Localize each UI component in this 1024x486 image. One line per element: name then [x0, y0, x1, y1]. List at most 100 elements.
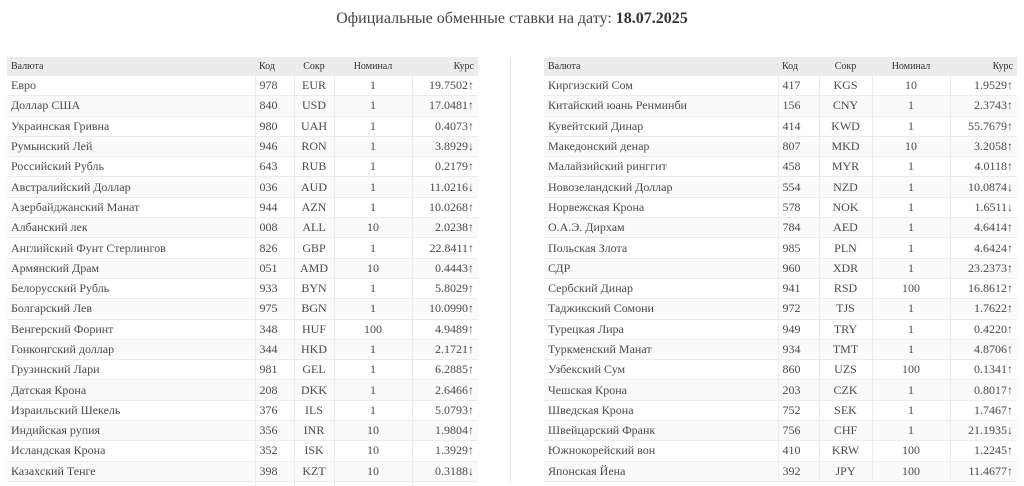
arrow-up-icon: ↑	[468, 199, 474, 214]
currency-code-cell: 458	[777, 156, 819, 178]
currency-nominal-cell: 1	[871, 339, 950, 361]
currency-abbr-cell: TJS	[818, 298, 872, 320]
rate-value: 11.0216	[429, 179, 468, 194]
arrow-up-icon: ↑	[1007, 78, 1013, 93]
currency-abbr-cell: CNY	[818, 95, 872, 117]
rate-value: 1.7467	[974, 402, 1007, 417]
arrow-up-icon: ↑	[468, 362, 474, 377]
currency-abbr-cell: HUF	[293, 319, 334, 340]
rate-value: 2.1721	[435, 342, 468, 356]
currency-nominal-cell: 1	[333, 176, 412, 198]
rate-value: 0.2179	[435, 159, 468, 174]
rate-value: 22.8411	[429, 240, 468, 255]
rate-value: 0.4073	[435, 118, 468, 133]
currency-code-cell: 960	[777, 258, 819, 279]
rate-value: 2.6466	[435, 382, 468, 397]
currency-code-cell: 348	[254, 319, 294, 340]
table-row: Турецкая Лира 949 TRY 1 0.4220↑	[544, 319, 1017, 340]
currency-name-cell: Таджикский Сомони	[544, 298, 778, 320]
rate-value: 3.2058	[974, 139, 1007, 154]
header-rate: Курс	[950, 57, 1017, 76]
rate-value: 10.0990	[429, 301, 468, 316]
arrow-up-icon: ↑	[1007, 281, 1013, 296]
currency-code-cell: 376	[254, 400, 294, 422]
arrow-up-icon: ↑	[468, 301, 474, 316]
currency-code-cell: 156	[777, 95, 819, 117]
currency-name-cell: Швейцарский Франк	[544, 420, 778, 442]
currency-name-cell: Японская Йена	[544, 461, 778, 482]
currency-abbr-cell: UAH	[293, 116, 334, 137]
table-row: Норвежская Крона 578 NOK 1 1.6511↓	[544, 197, 1017, 219]
currency-abbr-cell: TMT	[818, 339, 872, 361]
currency-abbr-cell: CAD	[293, 481, 334, 486]
rate-value: 4.6424	[974, 240, 1007, 255]
table-row: Македонский денар 807 MKD 10 3.2058↑	[544, 136, 1017, 158]
currency-code-cell: 933	[254, 278, 294, 300]
currency-rate-cell: 11.0216↓	[411, 176, 478, 198]
currency-rate-cell: 21.1935↓	[949, 420, 1017, 442]
table-row: Малайзийский ринггит 458 MYR 1 4.0118↑	[544, 156, 1017, 178]
currency-rate-cell: 1.9804↑	[411, 420, 478, 442]
rate-value: 1.3929	[435, 443, 468, 458]
rate-value: 0.4443	[435, 260, 468, 275]
rates-table-right-body: Киргизский Сом 417 KGS 10 1.9529↑ Китайский ю…	[544, 76, 1017, 482]
currency-code-cell: 978	[254, 76, 294, 97]
rate-value: 2.3743	[974, 98, 1007, 113]
currency-name-cell: Турецкая Лира	[544, 319, 778, 340]
currency-code-cell: 203	[777, 379, 819, 401]
header-nominal: Номинал	[334, 57, 412, 76]
rate-value: 1.6511	[974, 199, 1007, 214]
currency-code-cell: 208	[254, 379, 294, 401]
currency-name-cell: Китайский юань Ренминби	[544, 95, 778, 117]
currency-rate-cell: 17.0481↑	[411, 95, 478, 117]
currency-abbr-cell: RON	[293, 136, 334, 158]
currency-rate-cell: 2.0238↑	[411, 217, 478, 239]
header-currency: Валюта	[7, 57, 255, 76]
currency-nominal-cell: 10	[871, 136, 950, 158]
table-row: Английский Фунт Стерлингов 826 GBP 1 22.8411…	[7, 237, 478, 259]
currency-abbr-cell: AMD	[293, 258, 334, 279]
currency-nominal-cell: 1	[333, 76, 412, 97]
arrow-up-icon: ↑	[1007, 240, 1013, 255]
arrow-up-icon: ↑	[468, 382, 474, 397]
currency-rate-cell: 5.8029↑	[411, 278, 478, 300]
rate-value: 23.2373	[968, 260, 1007, 275]
currency-name-cell: Норвежская Крона	[544, 197, 778, 219]
currency-nominal-cell: 1	[871, 176, 950, 198]
currency-nominal-cell: 1	[333, 278, 412, 300]
currency-name-cell: Российский Рубль	[7, 156, 255, 178]
header-abbr: Сокр	[294, 57, 334, 76]
currency-code-cell: 941	[777, 278, 819, 300]
table-row: Израильский Шекель 376 ILS 1 5.0793↑	[7, 400, 478, 422]
currency-nominal-cell: 1	[333, 136, 412, 158]
rate-value: 17.0481	[429, 98, 468, 113]
currency-name-cell: Евро	[7, 76, 255, 97]
table-row: Японская Йена 392 JPY 100 11.4677↑	[544, 461, 1017, 482]
currency-name-cell: Новозеландский Доллар	[544, 176, 778, 198]
rate-value: 16.8612	[968, 281, 1007, 296]
arrow-up-icon: ↑	[1007, 342, 1013, 356]
rate-value: 5.8029	[435, 281, 468, 296]
currency-name-cell: Туркменский Манат	[544, 339, 778, 361]
currency-rate-cell: 1.9529↑	[949, 76, 1017, 97]
table-row: Венгерский Форинт 348 HUF 100 4.9489↑	[7, 319, 478, 340]
rate-value: 4.8706	[974, 342, 1007, 356]
rate-value: 2.0238	[435, 220, 468, 235]
currency-code-cell: 944	[254, 197, 294, 219]
table-header-row: Валюта Код Сокр Номинал Курс	[7, 57, 478, 76]
table-row: Болгарский Лев 975 BGN 1 10.0990↑	[7, 298, 478, 320]
currency-code-cell: 985	[777, 237, 819, 259]
currency-abbr-cell: UZS	[818, 359, 872, 381]
rate-value: 12.3887	[435, 484, 474, 486]
currency-code-cell: 392	[777, 461, 819, 482]
currency-nominal-cell: 10	[333, 258, 412, 279]
currency-rate-cell: 4.6424↑	[949, 237, 1017, 259]
currency-name-cell: Румынский Лей	[7, 136, 255, 158]
currency-abbr-cell: KGS	[818, 76, 872, 97]
arrow-up-icon: ↑	[1007, 463, 1013, 478]
currency-rate-cell: 1.7467↑	[949, 400, 1017, 422]
currency-code-cell: 946	[254, 136, 294, 158]
arrow-up-icon: ↑	[468, 98, 474, 113]
table-row: Южнокорейский вон 410 KRW 100 1.2245↑	[544, 440, 1017, 462]
arrow-up-icon: ↑	[468, 321, 474, 336]
